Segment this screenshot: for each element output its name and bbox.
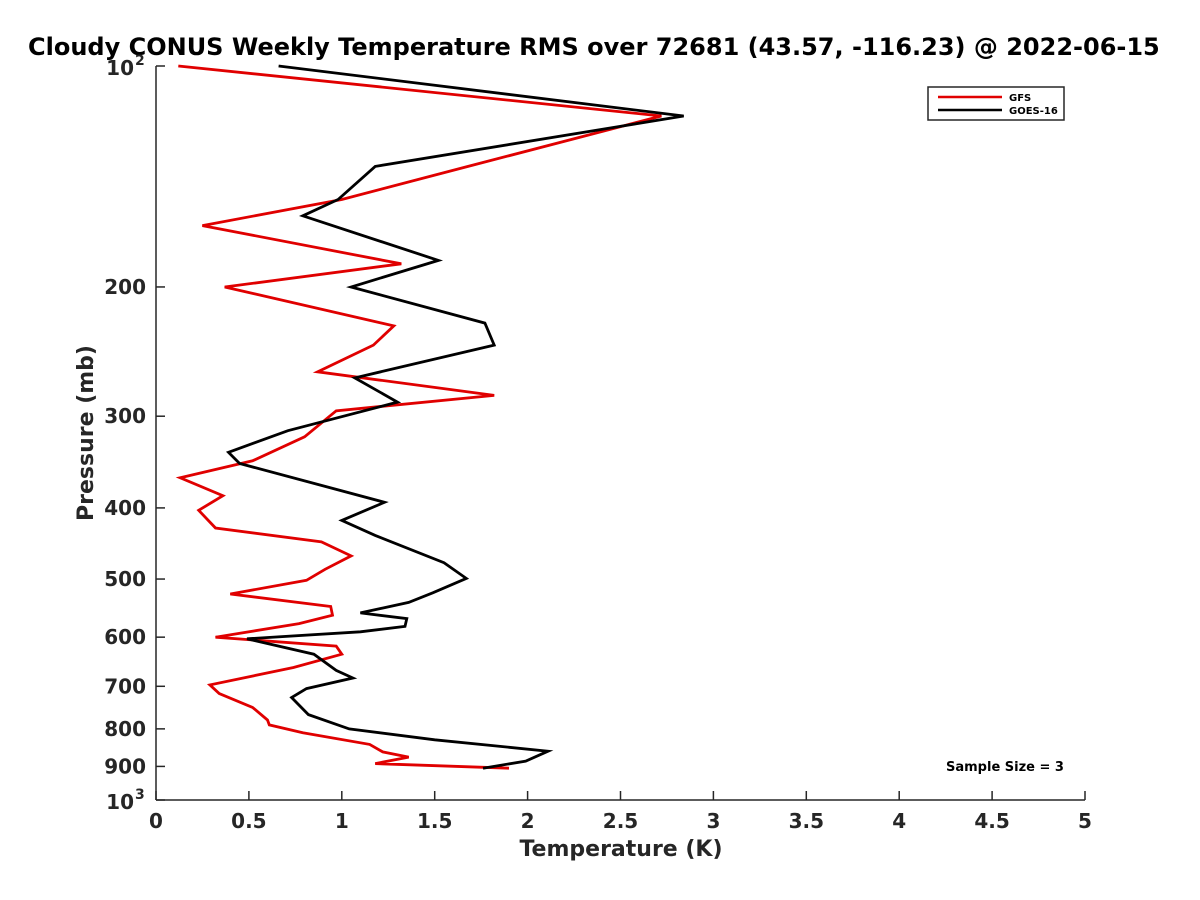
y-tick-label: 10 [106, 790, 134, 814]
legend-box [927, 86, 1065, 121]
series-line-gfs [175, 64, 662, 770]
y-tick-label: 600 [104, 625, 146, 649]
chart-title: Cloudy CONUS Weekly Temperature RMS over… [28, 33, 1160, 61]
legend-label: GFS [1009, 93, 1031, 104]
y-axis-label: Pressure (mb) [74, 345, 99, 521]
y-tick-label: 10 [106, 56, 134, 80]
y-tick-label: 200 [104, 275, 146, 299]
legend: GFS GOES-16 [927, 86, 1065, 121]
x-tick-label: 1 [335, 809, 349, 833]
sample-size-annotation: Sample Size = 3 [946, 760, 1064, 775]
x-tick-label: 3 [706, 809, 720, 833]
x-tick-label: 4.5 [974, 809, 1009, 833]
x-tick-label: 3.5 [789, 809, 824, 833]
y-tick-label: 700 [104, 674, 146, 698]
y-tick-label: 300 [104, 404, 146, 428]
x-tick-label: 0.5 [231, 809, 266, 833]
axes: 0 0.5 1 1.5 2 2.5 3 3.5 4 4.5 510 22003004005006007… [104, 53, 1092, 833]
y-tick-label: 400 [104, 496, 146, 520]
x-tick-label: 2 [521, 809, 535, 833]
y-tick-exponent: 3 [135, 787, 145, 803]
y-tick-label: 800 [104, 717, 146, 741]
x-tick-label: 2.5 [603, 809, 638, 833]
y-tick-label: 500 [104, 567, 146, 591]
y-tick-exponent: 2 [135, 53, 145, 69]
x-tick-label: 0 [149, 809, 163, 833]
legend-label: GOES-16 [1009, 106, 1058, 117]
x-tick-label: 4 [892, 809, 906, 833]
x-axis-label: Temperature (K) [519, 837, 722, 862]
plot-area [175, 64, 684, 770]
x-tick-label: 1.5 [417, 809, 452, 833]
series-line-goes-16 [225, 64, 684, 770]
y-tick-label: 900 [104, 754, 146, 778]
x-tick-label: 5 [1078, 809, 1092, 833]
